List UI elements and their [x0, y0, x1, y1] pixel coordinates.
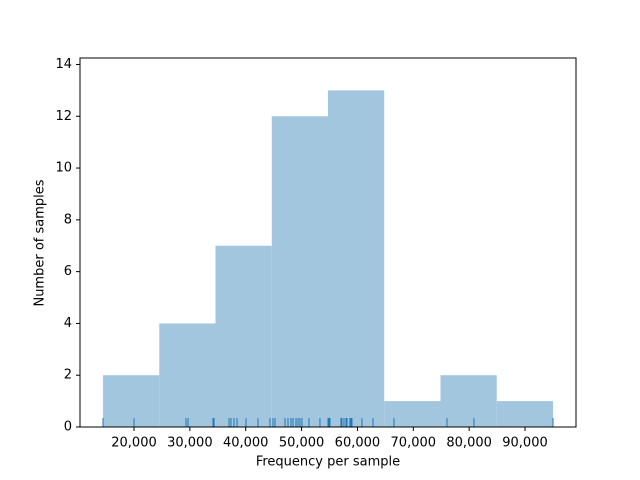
y-tick-label: 2 — [64, 368, 72, 383]
y-tick-label: 8 — [64, 212, 72, 227]
y-axis-label: Number of samples — [33, 179, 48, 306]
bar — [103, 375, 160, 427]
y-tick-label: 4 — [64, 316, 72, 331]
y-tick-label: 12 — [55, 109, 72, 124]
y-tick-label: 10 — [55, 161, 72, 176]
bar — [384, 401, 441, 427]
bar — [215, 245, 272, 427]
plot-frame — [79, 57, 577, 428]
x-tick-label: 30,000 — [167, 436, 213, 451]
bar — [440, 375, 497, 427]
x-tick-label: 70,000 — [391, 436, 437, 451]
x-tick-label: 40,000 — [223, 436, 269, 451]
bar — [328, 90, 385, 428]
x-tick-label: 60,000 — [335, 436, 381, 451]
x-tick-label: 80,000 — [446, 436, 492, 451]
x-axis-label: Frequency per sample — [256, 455, 400, 470]
x-tick-label: 50,000 — [279, 436, 325, 451]
y-tick-label: 6 — [64, 264, 72, 279]
bar — [159, 323, 216, 427]
y-tick-label: 0 — [64, 420, 72, 435]
x-tick-label: 20,000 — [111, 436, 157, 451]
bar — [271, 116, 328, 428]
y-tick-label: 14 — [55, 57, 72, 72]
x-tick-label: 90,000 — [502, 436, 548, 451]
bar — [496, 401, 553, 427]
